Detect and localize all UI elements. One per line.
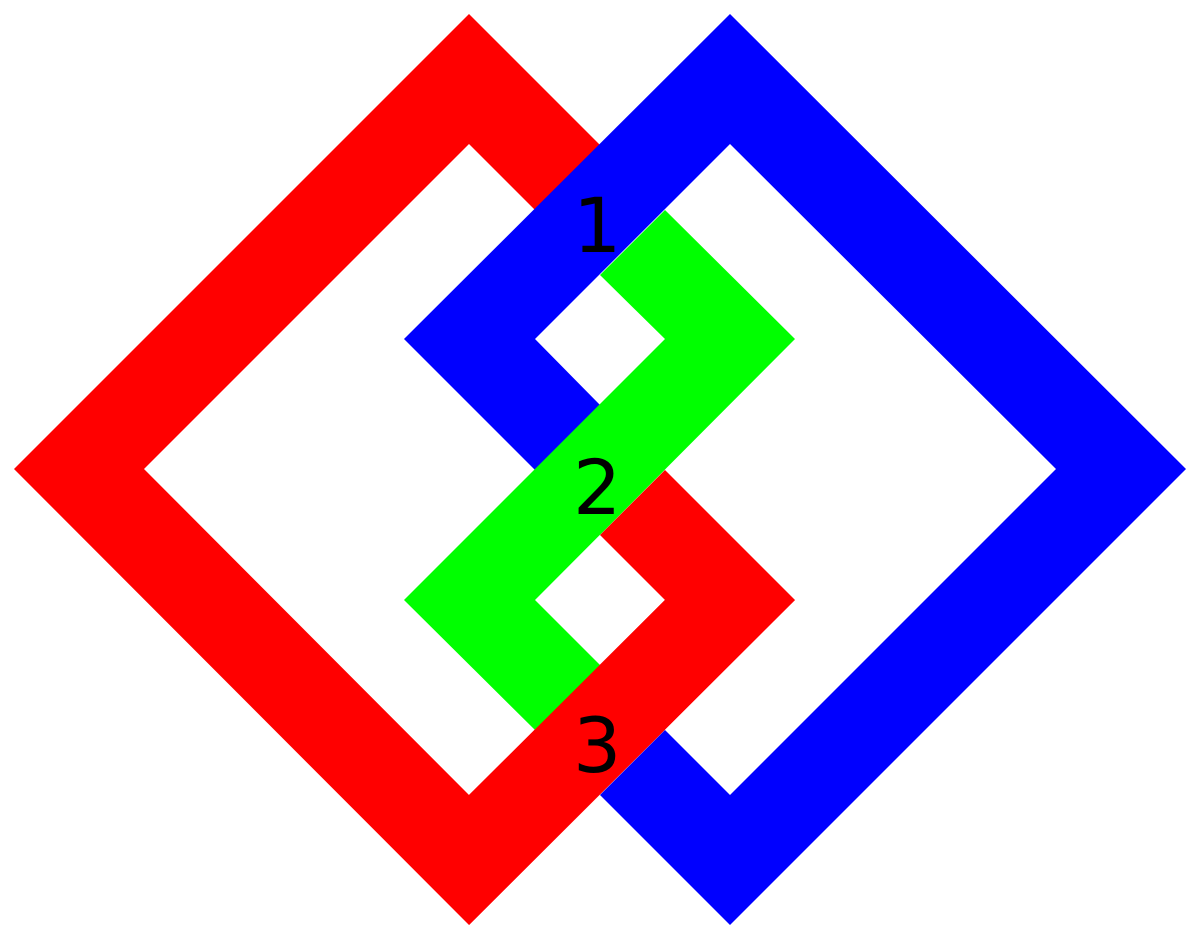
crossing-label-2: 2 [573, 443, 621, 532]
red-over-blue-patch [469, 600, 795, 925]
blue-strand [404, 14, 1186, 925]
red-over-green-patch [535, 600, 665, 730]
crossing-label-3: 3 [573, 701, 621, 790]
green-strand [404, 210, 795, 730]
crossing-label-1: 1 [573, 181, 621, 270]
